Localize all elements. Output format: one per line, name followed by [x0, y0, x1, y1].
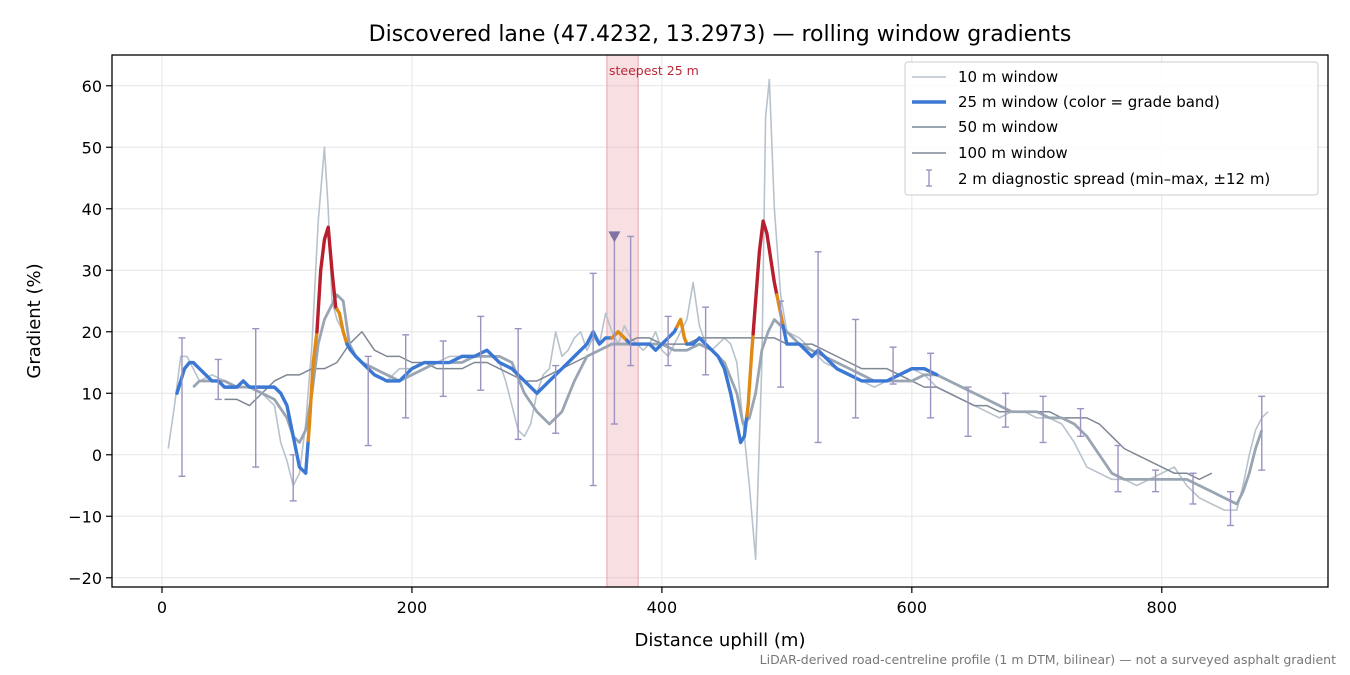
- errorbar: [1189, 472, 1197, 505]
- x-tick-label: 200: [397, 598, 428, 617]
- series-25m-segment: [751, 219, 779, 336]
- series-25m-segment: [315, 225, 339, 334]
- steepest-band: [606, 55, 639, 587]
- x-tick-label: 0: [157, 598, 167, 617]
- errorbar: [927, 352, 935, 419]
- grid: [112, 55, 1328, 587]
- errorbar: [477, 315, 485, 391]
- errorbar: [178, 337, 186, 477]
- series-25m-segment: [781, 323, 939, 383]
- y-tick-label: −10: [68, 507, 102, 526]
- x-axis-ticks: 0 200 400 600 800: [157, 587, 1177, 617]
- steepest-marker: [608, 231, 621, 243]
- legend-box: [904, 61, 1319, 196]
- y-tick-label: 40: [82, 200, 102, 219]
- series-25m-segment: [345, 330, 614, 395]
- legend: 10 m window 25 m window (color = grade b…: [904, 61, 1319, 196]
- errorbar: [777, 300, 785, 388]
- errorbar: [627, 235, 635, 367]
- series-layer: [167, 78, 1269, 561]
- chart-title: Discovered lane (47.4232, 13.2973) — rol…: [369, 22, 1072, 47]
- errorbar: [439, 340, 447, 398]
- series-100m-line: [224, 331, 1213, 481]
- steepest-band-layer: [606, 55, 639, 587]
- steepest-band-label: steepest 25 m: [609, 63, 699, 78]
- series-25m-segment: [335, 307, 349, 346]
- y-axis-ticks: −20 −10 0 10 20 30 40 50 60: [68, 77, 112, 588]
- legend-label-errorbar: 2 m diagnostic spread (min–max, ±12 m): [958, 170, 1270, 188]
- y-tick-label: 0: [92, 446, 102, 465]
- x-axis-label: Distance uphill (m): [635, 630, 806, 651]
- x-tick-label: 400: [647, 598, 678, 617]
- series-25m-segment: [175, 360, 310, 475]
- errorbar: [289, 454, 297, 502]
- errorbar: [364, 355, 372, 447]
- errorbar: [664, 315, 672, 367]
- errorbar: [402, 334, 410, 419]
- errorbar: [889, 346, 897, 385]
- x-tick-label: 800: [1147, 598, 1178, 617]
- errorbar: [1114, 444, 1122, 493]
- errorbar: [964, 386, 972, 438]
- legend-label-50m: 50 m window: [958, 118, 1058, 136]
- legend-label-100m: 100 m window: [958, 144, 1068, 162]
- errorbar: [702, 306, 710, 376]
- footnote: LiDAR-derived road-centreline profile (1…: [760, 652, 1336, 667]
- series-25m-segment: [685, 336, 749, 445]
- series-25m-segment: [625, 325, 679, 352]
- x-tick-label: 600: [897, 598, 928, 617]
- errorbar: [514, 327, 522, 441]
- series-25m-segment: [306, 330, 319, 443]
- errorbar: [852, 318, 860, 419]
- errorbar: [1077, 407, 1085, 438]
- errorbar: [1039, 395, 1047, 444]
- errorbar: [1152, 469, 1160, 493]
- legend-label-25m: 25 m window (color = grade band): [958, 93, 1220, 111]
- legend-swatch-errorbar: [926, 169, 932, 187]
- errorbar: [214, 358, 222, 401]
- y-axis-label: Gradient (%): [24, 263, 45, 378]
- y-tick-label: 10: [82, 384, 102, 403]
- plot-frame: [111, 54, 1329, 588]
- errorbar: [1258, 395, 1266, 471]
- y-tick-label: 20: [82, 323, 102, 342]
- errorbar-layer: [178, 231, 1266, 527]
- series-25m-segment: [745, 332, 755, 418]
- y-tick-label: 30: [82, 261, 102, 280]
- y-tick-label: 50: [82, 138, 102, 157]
- errorbar: [1227, 490, 1235, 527]
- y-tick-label: −20: [68, 569, 102, 588]
- legend-label-10m: 10 m window: [958, 68, 1058, 86]
- errorbar: [814, 251, 822, 444]
- y-tick-label: 60: [82, 77, 102, 96]
- errorbar: [589, 272, 597, 487]
- errorbar: [252, 327, 260, 468]
- errorbar: [552, 364, 560, 434]
- errorbar: [1002, 392, 1010, 428]
- series-25m-segment: [675, 317, 689, 346]
